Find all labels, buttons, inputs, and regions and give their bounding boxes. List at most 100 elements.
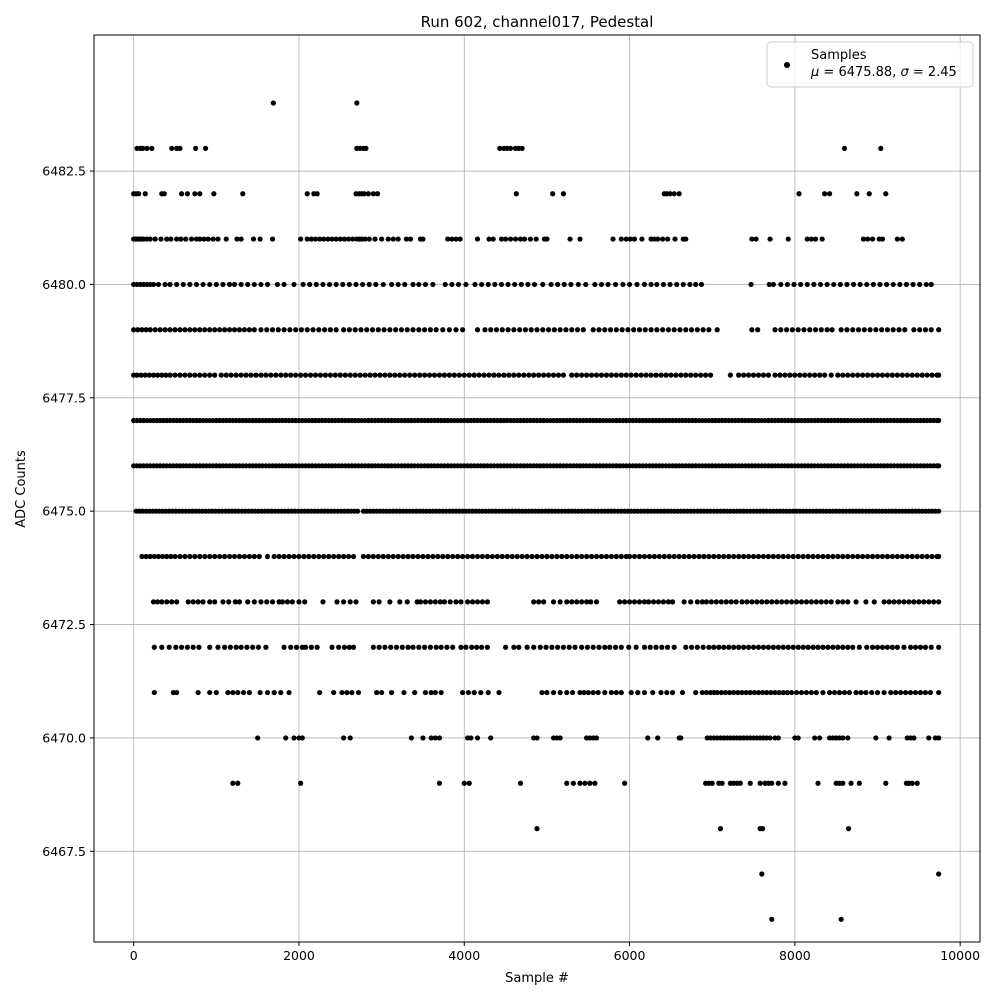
data-point [886, 735, 892, 741]
data-point [196, 644, 202, 650]
data-point [451, 372, 457, 378]
data-point [332, 372, 338, 378]
data-point [922, 327, 929, 333]
data-point [255, 735, 261, 741]
data-point [577, 689, 583, 696]
data-point [241, 327, 248, 333]
data-point [772, 689, 778, 696]
data-point [598, 553, 605, 560]
data-point [537, 644, 543, 650]
data-point [845, 644, 851, 650]
data-point [144, 145, 150, 151]
data-point [557, 735, 563, 741]
data-point [380, 281, 386, 288]
y-axis-label: ADC Counts [14, 450, 29, 528]
legend: Samples μ = 6475.88, σ = 2.45 [766, 41, 974, 88]
data-point [626, 599, 633, 605]
legend-mu-value: = 6475.88, [819, 65, 900, 80]
data-point [854, 191, 860, 197]
data-point [722, 689, 729, 696]
data-point [544, 553, 550, 560]
data-point [936, 327, 942, 333]
data-point [525, 281, 531, 288]
data-point [863, 689, 869, 696]
data-point [564, 689, 570, 696]
data-point [755, 327, 761, 333]
data-point [174, 236, 180, 242]
data-point [374, 689, 380, 696]
data-point [864, 553, 871, 560]
data-point [258, 327, 264, 333]
data-point [425, 553, 431, 560]
data-point [421, 327, 428, 333]
data-point [308, 644, 314, 650]
data-point [240, 689, 247, 696]
data-point [653, 644, 659, 650]
data-point [883, 191, 889, 197]
data-point [511, 327, 517, 333]
data-point [919, 372, 925, 378]
data-point [731, 553, 737, 560]
x-tick-label: 8000 [779, 948, 811, 963]
data-point [835, 644, 841, 650]
data-point [193, 145, 199, 151]
data-point [683, 236, 689, 242]
data-point [174, 689, 180, 696]
data-point [587, 780, 593, 786]
data-point [361, 191, 367, 197]
data-point [579, 372, 585, 378]
data-point [188, 236, 195, 242]
data-point [340, 281, 346, 288]
data-point [241, 553, 248, 560]
data-point [550, 689, 557, 696]
data-point [501, 372, 507, 378]
data-point [567, 236, 573, 242]
data-point [395, 236, 401, 242]
data-point [502, 236, 509, 242]
data-point [395, 281, 401, 288]
data-point [333, 327, 339, 333]
data-point [499, 553, 505, 560]
data-point [706, 553, 712, 560]
data-point [817, 281, 824, 288]
data-point [579, 644, 585, 650]
data-point [479, 281, 485, 288]
data-point [298, 327, 305, 333]
data-point [521, 372, 527, 378]
data-point [331, 689, 337, 696]
data-point [936, 508, 942, 514]
data-point [212, 599, 218, 605]
data-point [665, 327, 672, 333]
data-point [559, 553, 565, 560]
data-point [474, 735, 481, 741]
data-point [770, 644, 776, 650]
data-point [911, 599, 917, 605]
data-point [337, 236, 343, 242]
data-point [192, 191, 198, 197]
data-point [864, 644, 870, 650]
data-point [197, 553, 203, 560]
data-point [555, 372, 562, 378]
data-point [509, 553, 515, 560]
data-point [656, 553, 662, 560]
data-point [519, 145, 525, 151]
data-point [258, 599, 264, 605]
data-point [231, 553, 238, 560]
data-point [244, 644, 250, 650]
data-point [217, 327, 223, 333]
data-point [754, 599, 760, 605]
data-point [463, 281, 469, 288]
data-point [138, 372, 144, 378]
x-tick-label: 6000 [614, 948, 646, 963]
data-point [696, 553, 702, 560]
data-point [745, 553, 752, 560]
data-point [654, 281, 660, 288]
data-point [688, 644, 695, 650]
data-point [795, 553, 801, 560]
data-point [840, 735, 846, 741]
data-point [202, 372, 208, 378]
data-point [683, 644, 689, 650]
data-point [736, 644, 742, 650]
data-point [453, 327, 459, 333]
data-point [557, 689, 563, 696]
